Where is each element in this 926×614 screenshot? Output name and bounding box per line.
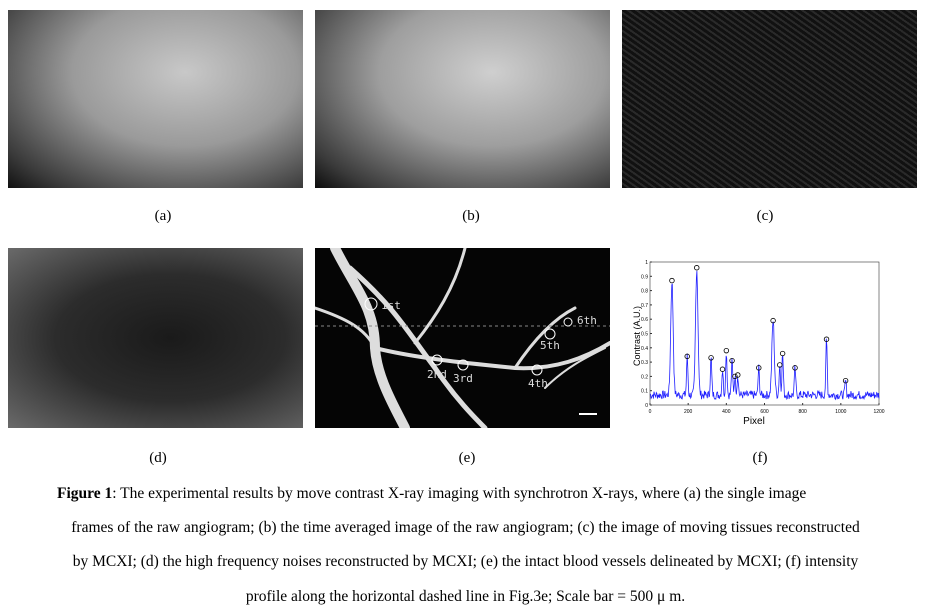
y-tick-label: 0.2 bbox=[641, 374, 648, 380]
vessel-label: 3rd bbox=[453, 372, 473, 385]
caption-line-1: Figure 1: The experimental results by mo… bbox=[18, 477, 917, 511]
label-f: (f) bbox=[752, 450, 768, 466]
noise-image bbox=[8, 248, 303, 428]
x-tick-label: 1200 bbox=[873, 409, 884, 415]
caption-line-2: frames of the raw angiogram; (b) the tim… bbox=[71, 519, 860, 536]
vessel-label: 5th bbox=[540, 339, 560, 352]
peak-marker bbox=[792, 365, 798, 371]
peak-marker bbox=[770, 317, 776, 324]
peak-marker bbox=[684, 353, 690, 360]
y-tick-label: 0.9 bbox=[641, 274, 648, 280]
label-a: (a) bbox=[154, 208, 172, 224]
label-d: (d) bbox=[149, 450, 167, 466]
peak-marker bbox=[779, 350, 786, 357]
x-tick-label: 800 bbox=[798, 409, 807, 415]
x-tick-label: 200 bbox=[684, 409, 693, 415]
blood-vessels-image: 1st 2nd 3rd 4th 5th 6th bbox=[313, 243, 612, 433]
peak-marker bbox=[756, 365, 762, 371]
caption-line-4: profile along the horizontal dashed line… bbox=[245, 588, 686, 605]
peak-marker bbox=[732, 373, 738, 380]
caption-line-3: by MCXI; (d) the high frequency noises r… bbox=[72, 553, 859, 570]
y-tick-label: 0.3 bbox=[641, 360, 648, 366]
vessel-label: 1st bbox=[381, 299, 401, 312]
vessel-label: 2nd bbox=[427, 368, 447, 381]
peak-marker bbox=[729, 357, 735, 364]
y-tick-label: 0 bbox=[645, 403, 648, 409]
peak-marker bbox=[777, 362, 783, 368]
peak-marker bbox=[723, 347, 730, 354]
y-tick-label: 0.6 bbox=[641, 317, 648, 323]
vessel-label: 6th bbox=[577, 314, 597, 327]
label-c: (c) bbox=[756, 208, 774, 224]
vessel-drawing: 1st 2nd 3rd 4th 5th 6th bbox=[313, 243, 612, 433]
x-tick-label: 1000 bbox=[835, 409, 846, 415]
vessel-label: 4th bbox=[528, 377, 548, 390]
x-tick-label: 400 bbox=[722, 409, 731, 415]
peak-marker bbox=[735, 372, 741, 378]
y-tick-label: 0.8 bbox=[641, 289, 648, 295]
time-averaged-image bbox=[315, 10, 610, 188]
moving-tissues-image bbox=[622, 10, 917, 188]
peak-marker bbox=[719, 366, 726, 372]
x-tick-label: 0 bbox=[649, 409, 652, 415]
peak-marker bbox=[669, 277, 675, 284]
label-b: (b) bbox=[462, 208, 480, 224]
y-tick-label: 0.7 bbox=[641, 303, 648, 309]
y-tick-label: 0.5 bbox=[641, 332, 648, 338]
profile-line bbox=[649, 270, 880, 401]
intensity-profile-chart: 0 200 400 600 800 1000 1200 0 0.1 0.2 0.3 0.4 0.5 0.6… bbox=[632, 260, 885, 427]
label-e: (e) bbox=[458, 450, 476, 466]
y-tick-label: 0.1 bbox=[641, 389, 648, 395]
peak-marker bbox=[823, 336, 830, 342]
y-tick-label: 0.4 bbox=[641, 346, 648, 352]
peak-marker bbox=[694, 265, 700, 271]
figure-number: Figure 1 bbox=[57, 485, 113, 502]
y-tick-label: 1 bbox=[645, 260, 648, 266]
y-axis-label: Contrast (A.U.) bbox=[632, 306, 642, 366]
peak-marker bbox=[708, 355, 714, 361]
peak-marker bbox=[842, 377, 849, 384]
caption-text: : The experimental results by move contr… bbox=[112, 485, 807, 502]
x-axis-label: Pixel bbox=[743, 416, 765, 427]
x-tick-label: 600 bbox=[760, 409, 769, 415]
raw-angiogram-image bbox=[8, 10, 303, 188]
